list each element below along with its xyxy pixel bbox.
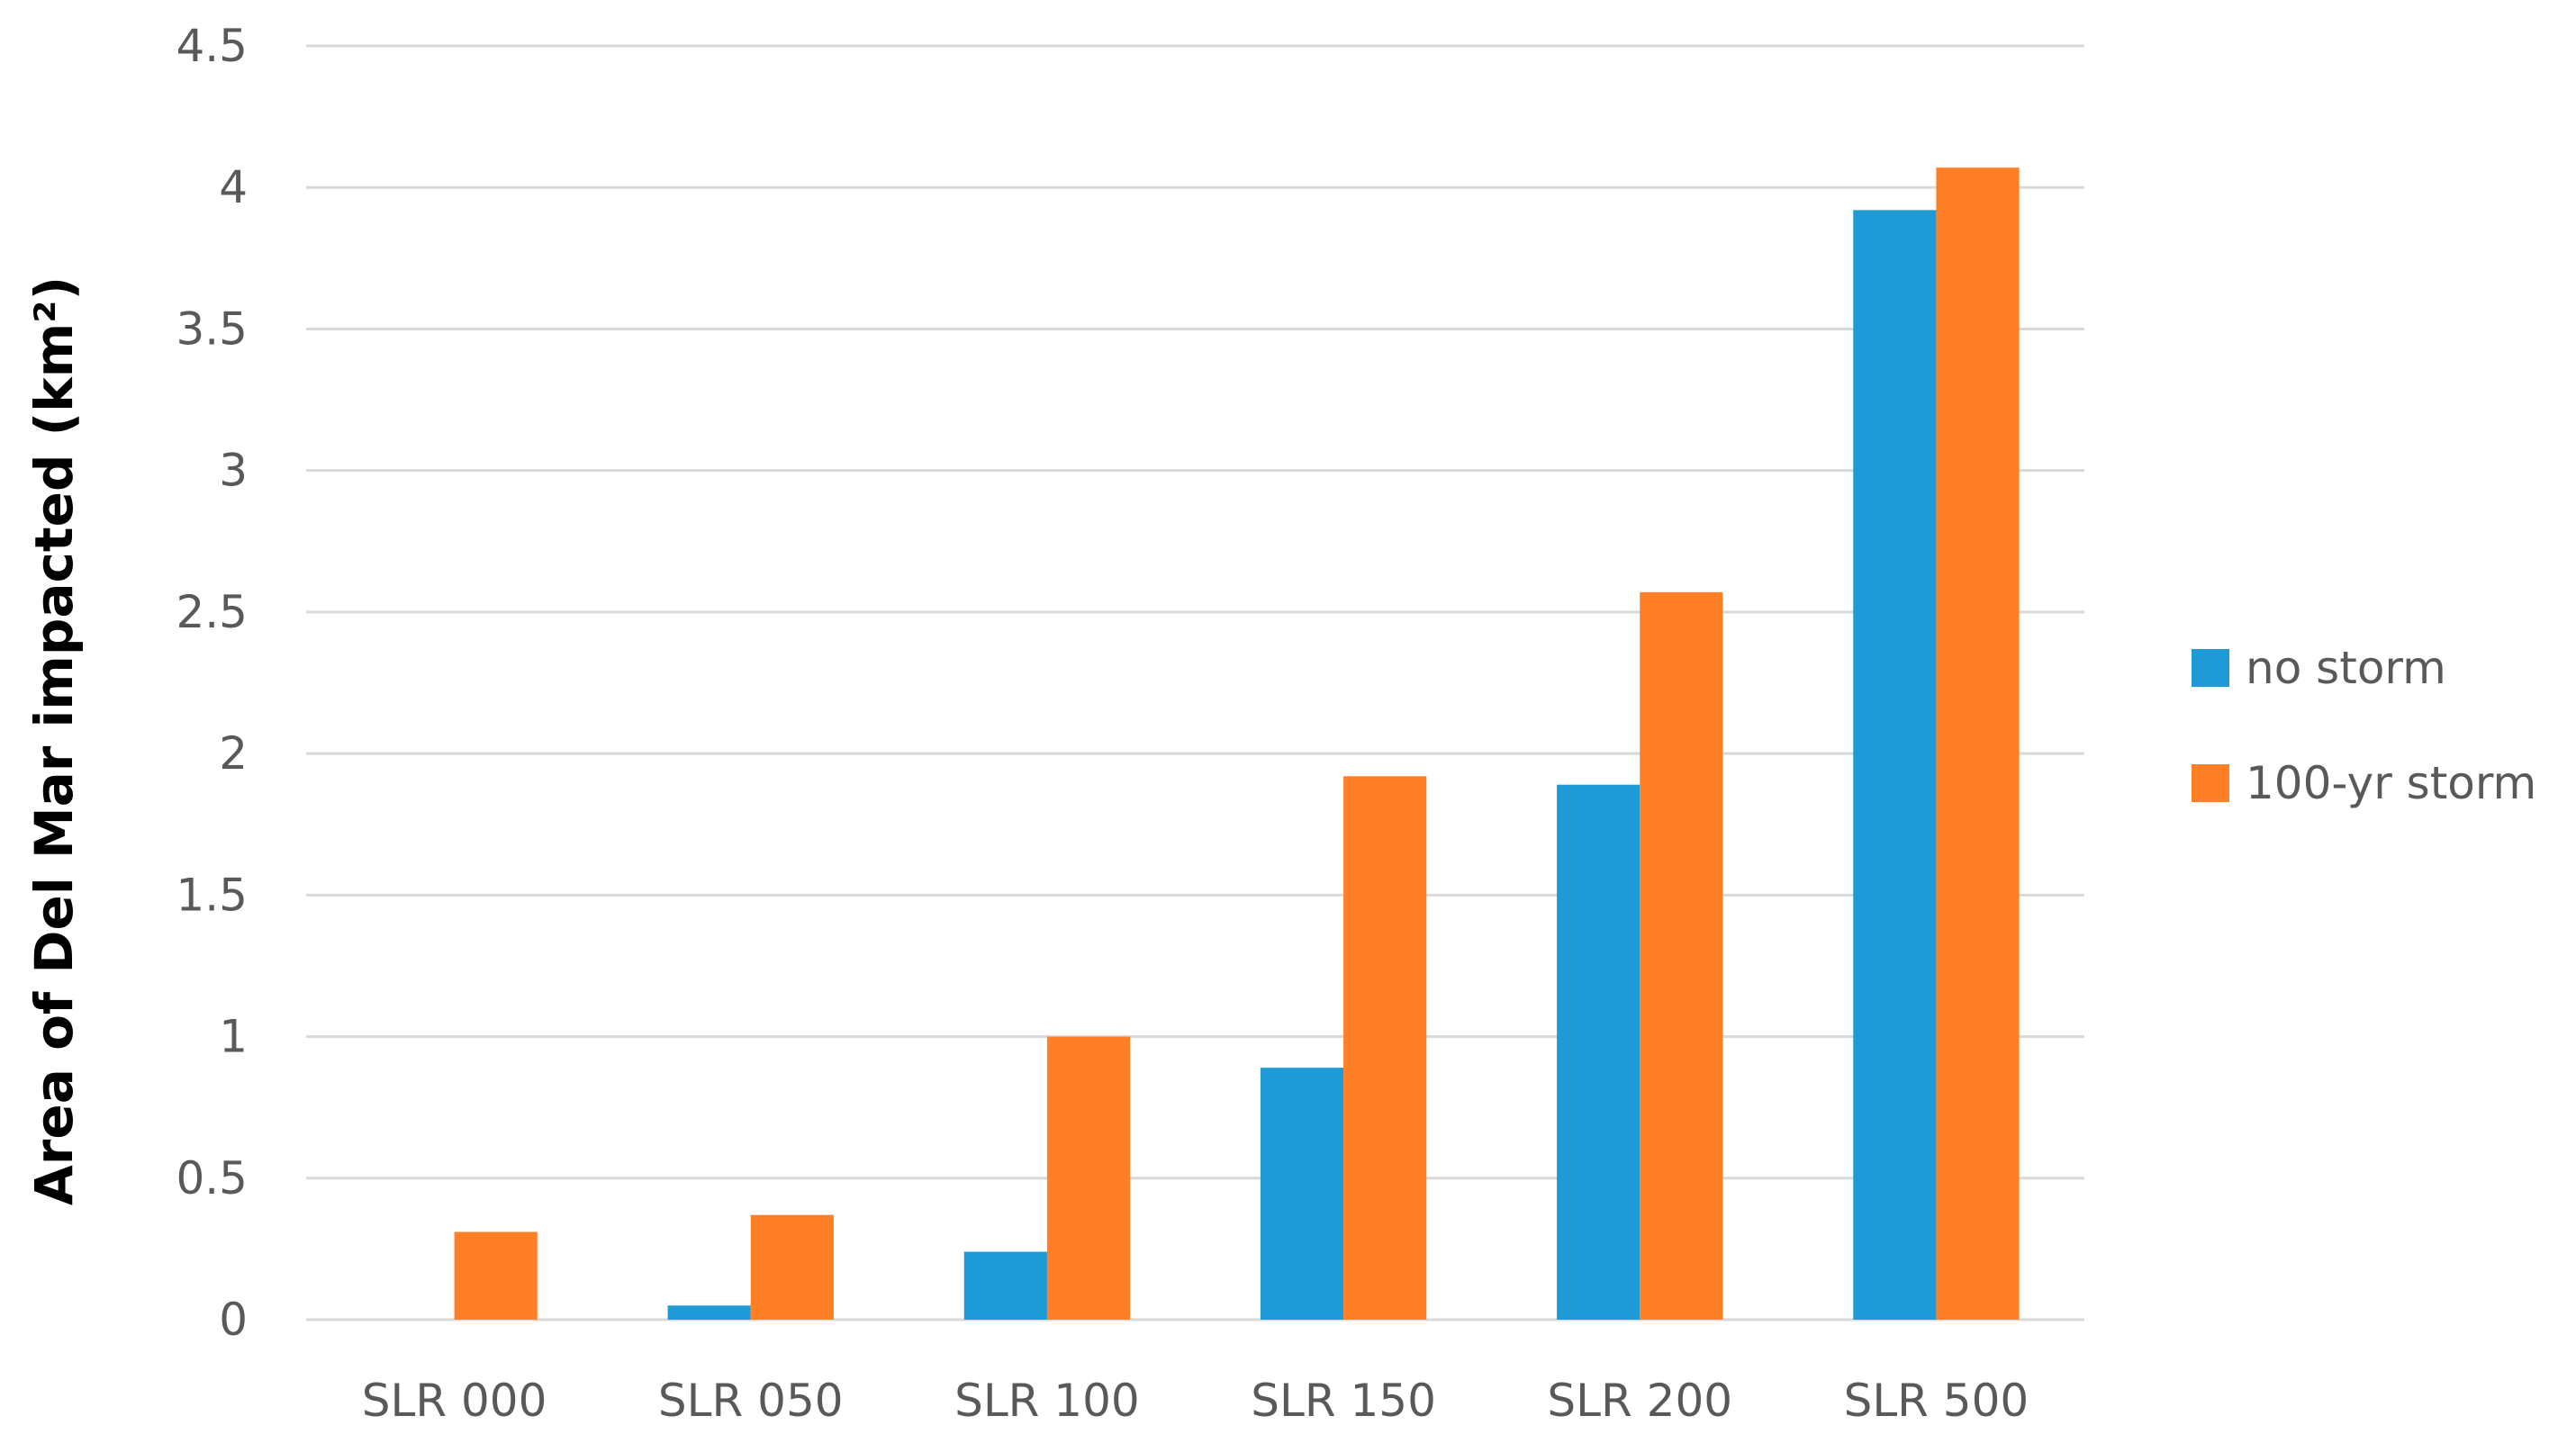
x-tick-label: SLR 100	[954, 1375, 1140, 1427]
bar-no-storm-SLR-200	[1557, 784, 1641, 1320]
y-axis-ticks: 0 0.5 1 1.5 2 2.5 3 3.5 4 4.5	[176, 20, 248, 1346]
y-tick-label: 2.5	[176, 586, 248, 638]
legend-swatch	[2192, 764, 2229, 802]
legend-swatch	[2192, 649, 2229, 687]
y-tick-label: 4	[219, 161, 248, 213]
y-axis-title: Area of Del Mar impacted (km²)	[23, 276, 85, 1205]
y-tick-label: 2	[219, 727, 248, 780]
bar-100-yr-storm-SLR-200	[1640, 591, 1723, 1320]
y-tick-label: 1.5	[176, 869, 248, 921]
y-tick-label: 3	[219, 445, 248, 497]
bar-100-yr-storm-SLR-100	[1046, 1036, 1131, 1320]
y-tick-label: 1	[219, 1011, 248, 1063]
x-tick-label: SLR 500	[1844, 1375, 2029, 1427]
bars	[454, 167, 2020, 1321]
x-axis-ticks: SLR 000 SLR 050 SLR 100 SLR 150 SLR 200 SLR 5…	[362, 1375, 2029, 1427]
y-tick-label: 4.5	[176, 20, 248, 72]
bar-no-storm-SLR-100	[963, 1251, 1047, 1320]
bar-no-storm-SLR-500	[1853, 210, 1937, 1320]
y-tick-label: 3.5	[176, 302, 248, 355]
x-tick-label: SLR 000	[362, 1375, 547, 1427]
bar-no-storm-SLR-050	[667, 1305, 751, 1320]
legend: no storm 100-yr storm	[2192, 642, 2536, 809]
y-tick-label: 0.5	[176, 1152, 248, 1204]
x-tick-label: SLR 150	[1251, 1375, 1436, 1427]
legend-label: 100-yr storm	[2246, 757, 2536, 809]
bar-100-yr-storm-SLR-150	[1343, 776, 1427, 1320]
bar-100-yr-storm-SLR-000	[454, 1231, 538, 1320]
gridlines	[306, 44, 2084, 1321]
bar-100-yr-storm-SLR-500	[1936, 167, 2020, 1321]
x-tick-label: SLR 050	[658, 1375, 844, 1427]
bar-no-storm-SLR-150	[1260, 1068, 1344, 1320]
y-tick-label: 0	[219, 1294, 248, 1346]
x-tick-label: SLR 200	[1547, 1375, 1732, 1427]
legend-label: no storm	[2246, 642, 2446, 694]
bar-100-yr-storm-SLR-050	[750, 1214, 834, 1320]
